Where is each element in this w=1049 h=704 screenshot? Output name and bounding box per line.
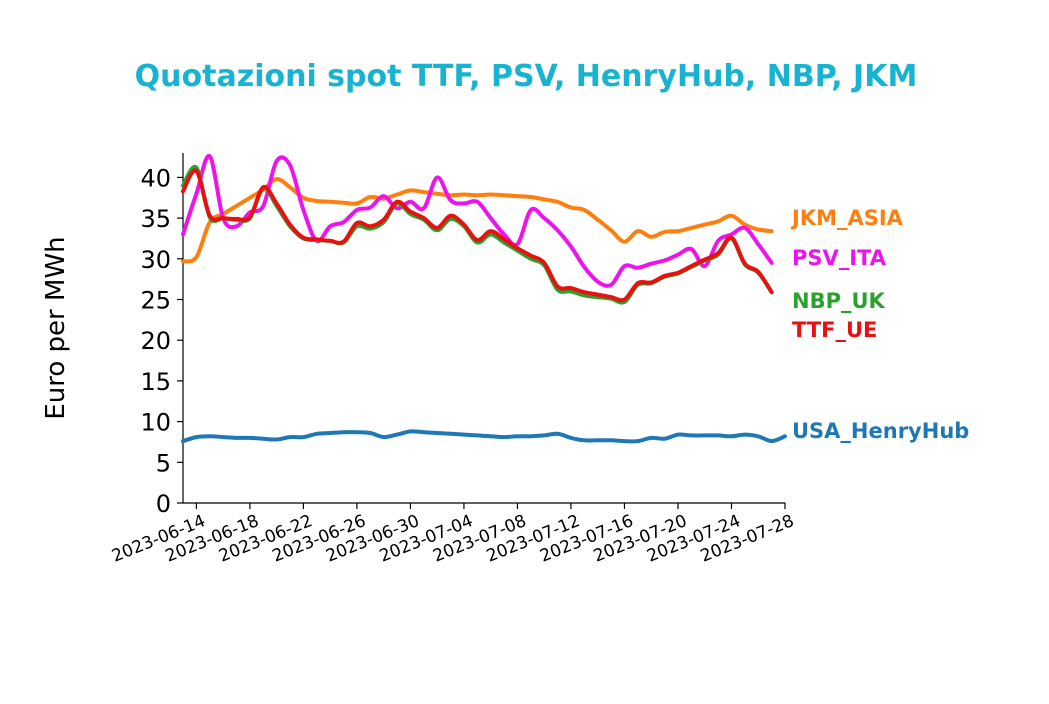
- x-ticks: 2023-06-142023-06-182023-06-222023-06-26…: [109, 503, 797, 567]
- y-ticks: 0 5 10 15 20 25 30 35 40: [140, 164, 183, 518]
- series-label-ttf-ue: TTF_UE: [792, 318, 877, 342]
- axes: [182, 153, 785, 504]
- y-tick-label: 15: [140, 368, 171, 396]
- y-tick-label: 0: [156, 490, 171, 518]
- series-label-jkm-asia: JKM_ASIA: [790, 206, 904, 230]
- y-axis-label: Euro per MWh: [41, 236, 71, 419]
- series-line-usa-henryhub: [181, 429, 787, 444]
- y-tick-label: 35: [140, 205, 171, 233]
- series-label-psv-ita: PSV_ITA: [792, 246, 887, 270]
- chart-title: Quotazioni spot TTF, PSV, HenryHub, NBP,…: [135, 59, 918, 94]
- series-line-ttf-ue: [181, 168, 774, 303]
- series-label-nbp-uk: NBP_UK: [792, 289, 886, 313]
- series-labels: JKM_ASIA PSV_ITA NBP_UK TTF_UE USA_HenryHub: [790, 206, 969, 443]
- y-tick-label: 20: [140, 327, 171, 355]
- y-tick-label: 40: [140, 164, 171, 192]
- y-tick-label: 25: [140, 287, 171, 315]
- y-tick-label: 5: [156, 449, 171, 477]
- series-lines: [181, 154, 787, 444]
- series-line-psv-ita: [181, 154, 774, 288]
- y-tick-label: 30: [140, 246, 171, 274]
- series-line-jkm-asia: [181, 177, 774, 264]
- series-label-usa-henryhub: USA_HenryHub: [792, 419, 969, 443]
- y-tick-label: 10: [140, 409, 171, 437]
- series-line-nbp-uk: [181, 164, 774, 305]
